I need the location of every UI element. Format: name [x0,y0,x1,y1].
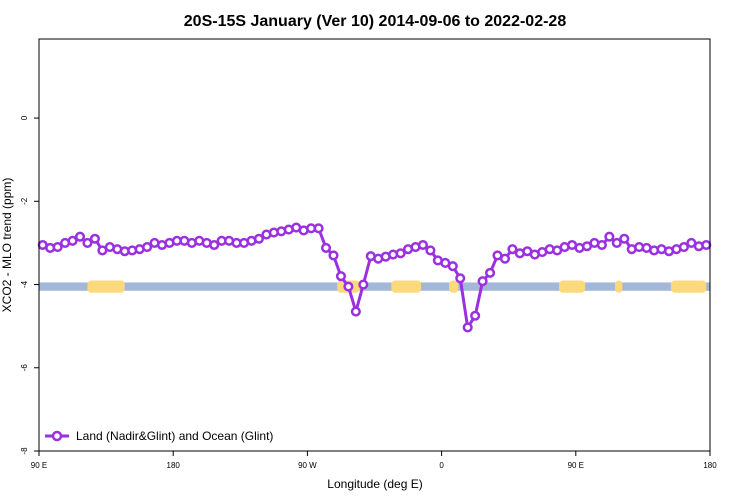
data-point [470,310,481,321]
data-point [619,233,630,244]
series-line [42,226,707,329]
data-point [417,239,429,251]
x-tick-label: 90 E [31,461,47,470]
data-point [611,237,622,248]
y-tick-label: -2 [20,197,29,205]
data-point [142,242,153,253]
data-point [477,276,488,287]
data-point [462,322,473,333]
data-point [358,279,369,290]
land-segment [449,280,459,293]
data-point [395,248,406,259]
land-segment [559,280,586,293]
data-point [604,231,615,242]
data-point [350,306,361,317]
data-point [253,233,264,244]
x-tick-label: 180 [703,461,717,470]
data-series [37,222,712,333]
legend-label: Land (Nadir&Glint) and Ocean (Glint) [76,429,273,443]
x-tick-label: 90 W [298,461,317,470]
ocean-band [39,282,710,291]
y-axis-ticks: 0 -2 -4 -6 -8 [20,115,39,455]
data-point [343,281,354,292]
y-tick-label: -4 [20,280,29,288]
x-axis-ticks: 90 E 180 90 W 0 90 E 180 [31,451,717,470]
data-point [82,237,93,248]
x-tick-label: 180 [167,461,181,470]
land-segment [670,280,707,293]
chart-title: 20S-15S January (Ver 10) 2014-09-06 to 2… [184,13,567,30]
data-point [67,235,78,246]
legend: Land (Nadir&Glint) and Ocean (Glint) [45,429,273,443]
land-segment [614,280,623,293]
data-point [701,239,712,251]
data-point [335,271,347,282]
data-point [328,250,339,261]
y-axis-label: XCO2 - MLO trend (ppm) [0,178,14,313]
plot-frame [38,38,711,452]
y-tick-label: 0 [20,115,29,120]
y-tick-label: -6 [20,364,29,372]
data-point [74,231,86,242]
x-tick-label: 90 E [568,461,584,470]
data-point [485,267,496,278]
data-point [507,244,518,255]
data-point [596,239,607,251]
legend-marker [51,430,63,442]
data-point [425,245,436,256]
x-axis-label: Longitude (deg E) [327,477,422,491]
data-point [89,233,100,244]
data-point [313,223,324,234]
y-tick-label: -8 [20,447,29,455]
data-point [320,242,332,253]
surface-band [39,280,710,293]
data-point [52,242,63,253]
land-segment [87,280,125,293]
data-point [499,253,511,264]
data-point [209,239,220,251]
data-point [678,242,689,253]
land-segment [391,280,422,293]
data-point [447,261,458,272]
x-tick-label: 0 [439,461,444,470]
data-point [455,273,466,284]
